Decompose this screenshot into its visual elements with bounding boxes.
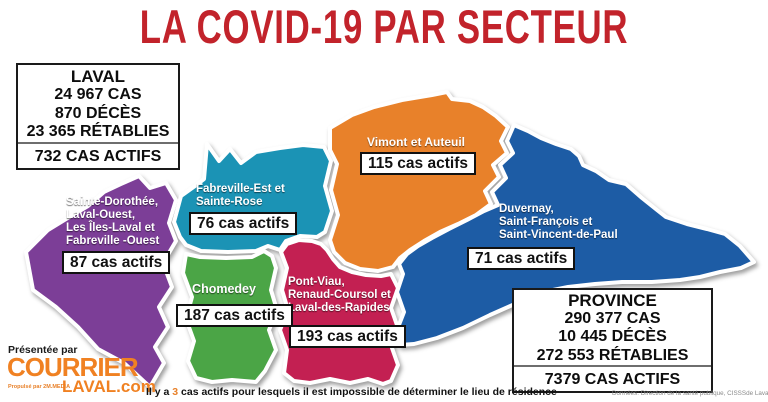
laval-active-cases: 732 CAS ACTIFS — [18, 141, 178, 166]
duvernay-active-badge: 71 cas actifs — [467, 247, 576, 270]
laval-recovered: 23 365 RÉTABLIES — [26, 123, 170, 140]
label-line: Vimont et Auteuil — [366, 135, 465, 149]
label-line: Saint-François et — [499, 216, 593, 228]
label-line: Duvernay, — [499, 203, 554, 215]
label-line: Fabreville-Est et — [196, 183, 285, 195]
sainte-dorothee-active-badge: 87 cas actifs — [62, 251, 171, 274]
footnote-suffix: cas actifs pour lesquels il est impossib… — [178, 386, 557, 398]
sector-sainte-dorothee-label: Sainte-Dorothée, Laval-Ouest, Les Îles-L… — [66, 196, 159, 248]
sector-vimont-label: Vimont et Auteuil — [364, 136, 468, 149]
fabreville-est-active-badge: 76 cas actifs — [189, 212, 298, 235]
page-title: LA COVID-19 PAR SECTEUR — [139, 0, 629, 53]
sector-duvernay-shape — [395, 123, 756, 347]
pont-viau-active-badge: 193 cas actifs — [289, 325, 406, 348]
label-line: Saint-Vincent-de-Paul — [499, 229, 618, 241]
label-line: Chomedey — [192, 282, 256, 296]
footnote: Il y a 3 cas actifs pour lesquels il est… — [146, 386, 557, 398]
data-source-attribution: Données: Direction de la santé publique,… — [612, 390, 768, 397]
sector-duvernay-label: Duvernay, Saint-François et Saint-Vincen… — [499, 203, 618, 242]
sector-chomedey-label: Chomedey — [176, 283, 272, 296]
sector-fabreville-est-label: Fabreville-Est et Sainte-Rose — [196, 183, 285, 209]
label-line: Les Îles-Laval et — [66, 222, 155, 234]
province-cases: 290 377 CAS — [564, 310, 661, 328]
province-deaths: 10 445 DÉCÈS — [558, 328, 667, 346]
courrier-laval-logo-domain: LAVAL.com — [62, 377, 156, 396]
province-active-cases: 7379 CAS ACTIFS — [514, 364, 711, 389]
laval-region-title: LAVAL — [70, 66, 126, 86]
courrier-laval-logo: COURRIER — [7, 352, 139, 382]
label-line: Laval-des-Rapides — [288, 302, 390, 314]
sector-pont-viau-label: Pont-Viau, Renaud-Coursol et Laval-des-R… — [288, 276, 391, 315]
label-line: Renaud-Coursol et — [288, 289, 391, 301]
vimont-active-badge: 115 cas actifs — [360, 152, 476, 175]
label-line: Pont-Viau, — [288, 276, 345, 288]
footnote-highlight-number: 3 — [172, 386, 179, 398]
label-line: Laval-Ouest, — [66, 209, 136, 221]
laval-cases: 24 967 CAS — [54, 86, 142, 103]
province-stats-box: PROVINCE 290 377 CAS 10 445 DÉCÈS 272 55… — [512, 288, 713, 393]
chomedey-active-badge: 187 cas actifs — [176, 304, 293, 327]
presented-by-text: Présentée par — [8, 344, 78, 356]
logo-powered-by-text: Propulsé par 2M.MEDIA — [8, 384, 71, 390]
province-region-title: PROVINCE — [568, 291, 657, 311]
laval-deaths: 870 DÉCÈS — [54, 104, 142, 122]
sector-pont-viau-shape — [278, 238, 400, 386]
label-line: Fabreville -Ouest — [66, 235, 160, 247]
label-line: Sainte-Rose — [196, 196, 263, 208]
footnote-prefix: Il y a — [146, 386, 173, 398]
laval-stats-box: LAVAL 24 967 CAS 870 DÉCÈS 23 365 RÉTABL… — [16, 63, 180, 170]
label-line: Sainte-Dorothée, — [66, 196, 159, 208]
province-recovered: 272 553 RÉTABLIES — [536, 346, 689, 364]
